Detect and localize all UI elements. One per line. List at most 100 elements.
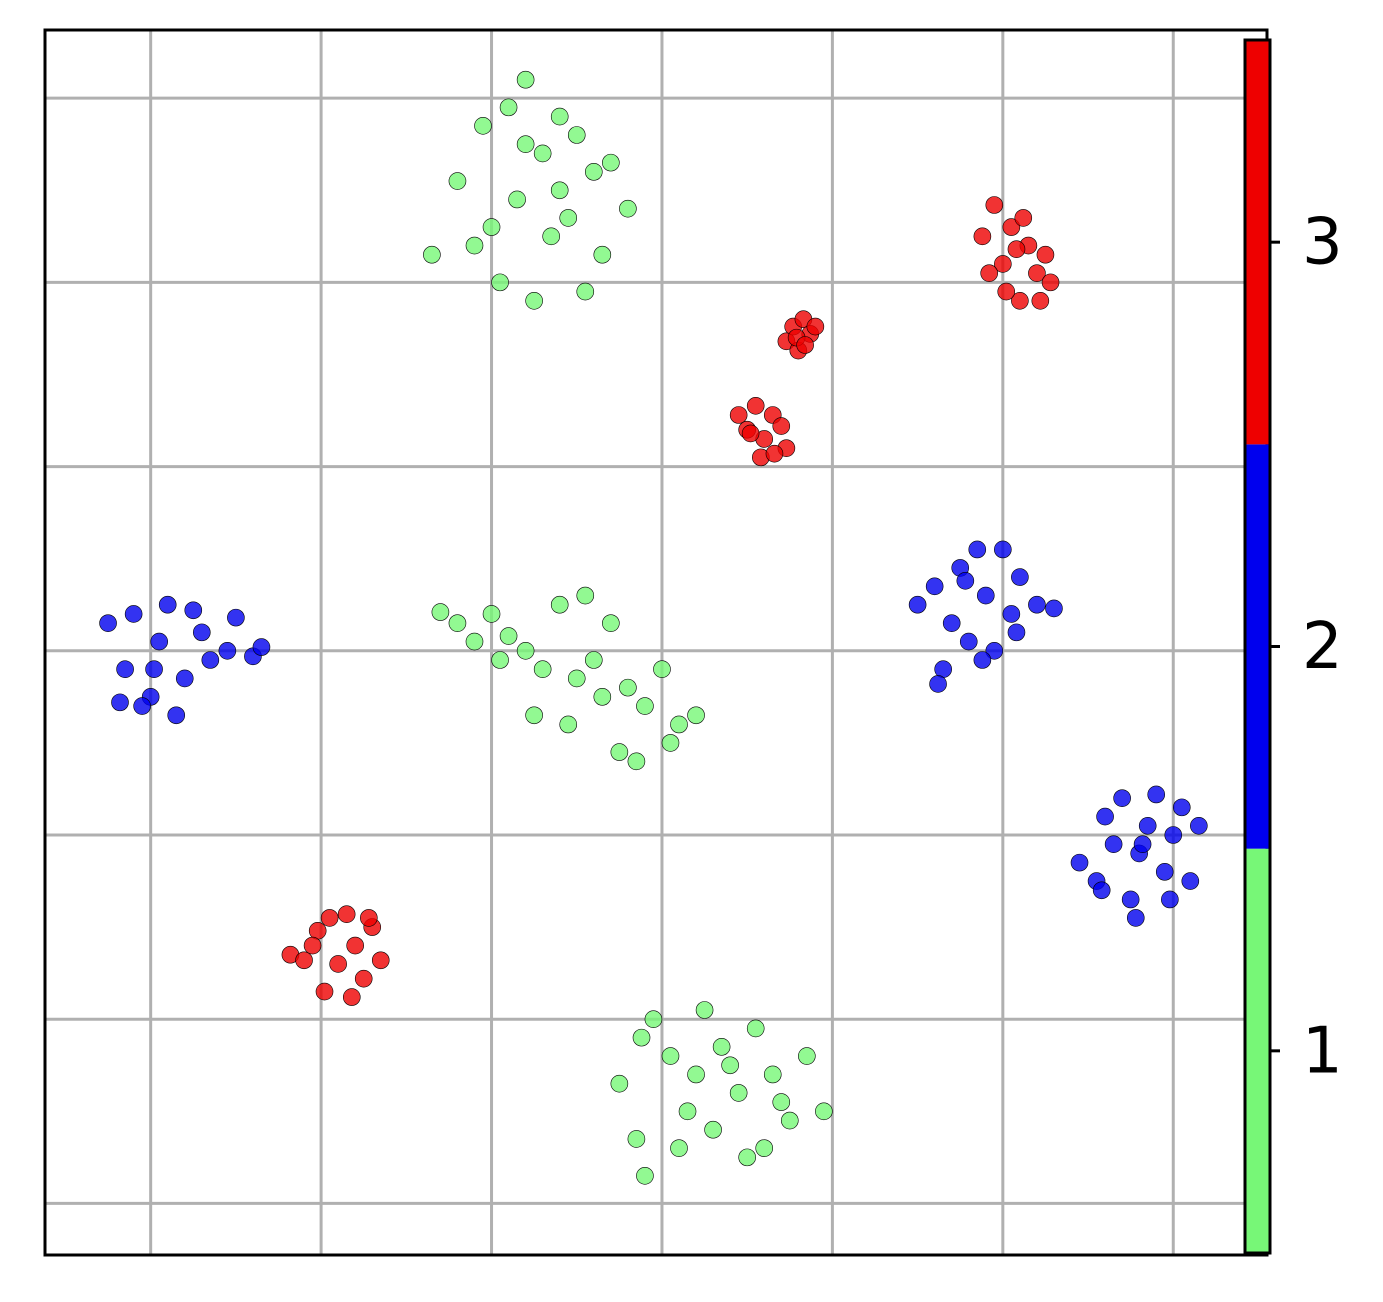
point bbox=[584, 163, 603, 181]
point bbox=[959, 632, 978, 651]
point bbox=[124, 605, 143, 623]
point bbox=[474, 116, 492, 135]
point bbox=[653, 660, 671, 679]
point bbox=[133, 697, 151, 715]
point bbox=[619, 199, 637, 218]
colorbar-segment bbox=[1245, 40, 1270, 445]
point bbox=[465, 236, 484, 255]
point bbox=[661, 1047, 680, 1065]
point bbox=[576, 282, 595, 301]
point bbox=[354, 969, 373, 988]
colorbar-segment bbox=[1245, 444, 1270, 849]
point bbox=[968, 540, 987, 559]
point bbox=[1011, 291, 1029, 310]
point bbox=[218, 641, 237, 660]
point bbox=[1092, 881, 1111, 900]
point bbox=[99, 614, 117, 632]
point bbox=[798, 1047, 816, 1065]
point bbox=[980, 264, 998, 282]
point bbox=[584, 651, 603, 669]
point bbox=[491, 273, 509, 292]
point bbox=[687, 1065, 705, 1084]
point bbox=[704, 1120, 722, 1139]
point bbox=[1121, 890, 1140, 909]
point bbox=[627, 1130, 646, 1148]
point bbox=[1181, 872, 1200, 890]
point bbox=[985, 641, 1004, 660]
point bbox=[738, 1148, 756, 1167]
point bbox=[465, 632, 484, 651]
point bbox=[252, 638, 271, 656]
point bbox=[1133, 835, 1152, 854]
point bbox=[942, 614, 961, 632]
point bbox=[925, 577, 944, 596]
point bbox=[116, 660, 134, 679]
point bbox=[567, 126, 586, 144]
point bbox=[1113, 789, 1131, 807]
point bbox=[976, 586, 995, 605]
point bbox=[295, 951, 313, 970]
point bbox=[610, 743, 629, 761]
point bbox=[150, 632, 168, 651]
point bbox=[815, 1102, 833, 1121]
colorbar-segment bbox=[1245, 848, 1270, 1253]
point bbox=[741, 424, 760, 443]
point bbox=[550, 595, 569, 614]
point bbox=[670, 1139, 688, 1157]
point bbox=[602, 614, 620, 632]
point bbox=[329, 955, 347, 973]
point bbox=[320, 909, 339, 927]
point bbox=[695, 1001, 714, 1019]
point bbox=[806, 317, 825, 336]
point bbox=[619, 678, 637, 697]
point bbox=[1104, 835, 1123, 854]
point bbox=[448, 614, 467, 632]
point bbox=[1031, 291, 1050, 310]
point bbox=[499, 627, 518, 645]
point bbox=[201, 651, 220, 669]
point bbox=[796, 336, 814, 354]
point bbox=[448, 172, 467, 190]
point bbox=[111, 693, 129, 712]
point bbox=[525, 291, 543, 310]
point bbox=[337, 905, 356, 924]
point bbox=[516, 135, 535, 154]
point bbox=[636, 697, 654, 715]
point bbox=[559, 209, 578, 227]
point bbox=[550, 107, 569, 126]
point bbox=[371, 951, 390, 970]
point bbox=[1164, 826, 1183, 844]
point bbox=[1028, 264, 1046, 282]
colorbar-tick-label: 2 bbox=[1302, 610, 1343, 684]
point bbox=[687, 706, 705, 725]
point bbox=[678, 1102, 697, 1121]
point bbox=[1041, 273, 1060, 292]
point bbox=[670, 715, 688, 734]
point bbox=[1014, 209, 1033, 227]
point bbox=[929, 675, 947, 693]
point bbox=[145, 660, 163, 679]
point bbox=[227, 608, 245, 627]
point bbox=[1045, 599, 1063, 618]
point bbox=[158, 595, 177, 614]
point bbox=[499, 98, 518, 117]
point bbox=[765, 444, 784, 463]
point bbox=[994, 540, 1012, 559]
point bbox=[491, 651, 509, 669]
point bbox=[423, 245, 441, 264]
point bbox=[956, 571, 975, 590]
point bbox=[908, 595, 927, 614]
point bbox=[593, 688, 612, 706]
point bbox=[661, 734, 680, 752]
point bbox=[482, 218, 501, 236]
point bbox=[632, 1028, 651, 1047]
point bbox=[772, 1093, 791, 1111]
point bbox=[1126, 909, 1145, 927]
point bbox=[1070, 853, 1089, 872]
point bbox=[482, 605, 501, 623]
point bbox=[1147, 785, 1166, 804]
point bbox=[167, 706, 186, 725]
point bbox=[175, 669, 194, 688]
point bbox=[610, 1074, 629, 1093]
